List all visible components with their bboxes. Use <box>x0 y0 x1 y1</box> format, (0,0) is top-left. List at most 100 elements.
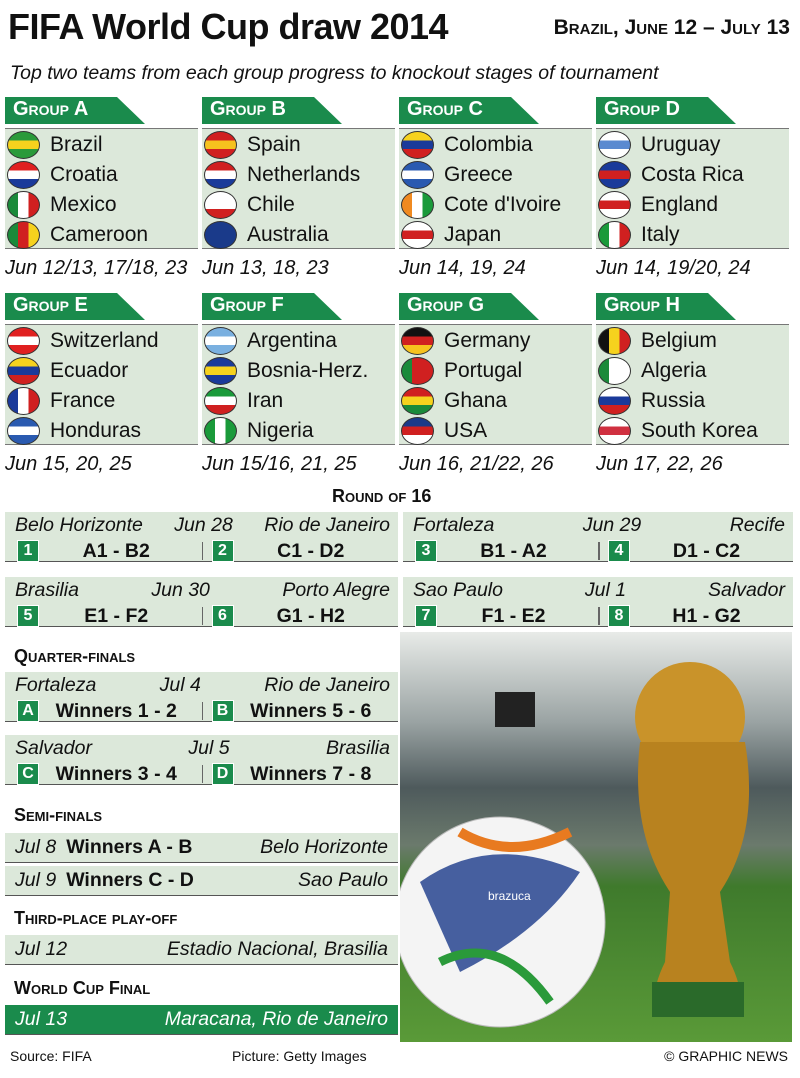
flag-icon <box>204 387 237 415</box>
match-date: Jul 12 <box>15 938 68 960</box>
flag-icon <box>204 131 237 159</box>
team-name: Russia <box>641 389 706 412</box>
scoreboard <box>495 692 535 727</box>
flag-icon <box>204 357 237 385</box>
group-header: Group C <box>399 97 539 124</box>
match-1: 7 F1 - E2 <box>415 605 590 627</box>
group-teams: Brazil Croatia Mexico Cameroon <box>5 128 198 249</box>
match-2: 6 G1 - H2 <box>211 605 389 627</box>
team-name: Argentina <box>247 329 337 352</box>
divider <box>201 765 203 783</box>
match-teams: H1 - G2 <box>672 604 741 627</box>
group-header: Group A <box>5 97 145 124</box>
match-number: D <box>211 763 234 785</box>
semi-final-row: Jul 9 Winners C - D Sao Paulo <box>5 866 398 896</box>
team-row: South Korea <box>596 416 789 446</box>
team-name: Nigeria <box>247 419 314 442</box>
match-number: 6 <box>211 605 234 627</box>
flag-icon <box>7 417 40 445</box>
ball-icon: brazuca <box>400 816 606 1028</box>
team-row: Italy <box>596 220 789 250</box>
team-name: Iran <box>247 389 284 412</box>
group-header: Group F <box>202 293 342 320</box>
match-2: B Winners 5 - 6 <box>211 699 389 722</box>
team-row: Colombia <box>399 130 592 160</box>
match-date: Jul 1 <box>584 579 627 601</box>
venue: Sao Paulo <box>298 869 388 891</box>
match-2: D Winners 7 - 8 <box>211 763 389 785</box>
team-row: Costa Rica <box>596 160 789 190</box>
flag-icon <box>204 417 237 445</box>
fixture-box: Fortaleza Jul 4 Rio de Janeiro A Winners 1 … <box>5 672 398 722</box>
group-f: Group F Argentina Bosnia-Herz. Iran Nigeria J… <box>202 293 395 476</box>
fixture-box: Salvador Jul 5 Brasilia C Winners 3 - 4 D Wi… <box>5 735 398 785</box>
source-credit: Source: FIFA <box>10 1048 92 1064</box>
fixture-box: Sao Paulo Jul 1 Salvador 7 F1 - E2 8 H1 - G2 <box>403 577 793 627</box>
match-date: Jul 8 <box>15 836 57 858</box>
team-row: Switzerland <box>5 326 198 356</box>
team-name: England <box>641 193 719 216</box>
trophy-icon <box>635 662 750 1017</box>
match-1: C Winners 3 - 4 <box>17 763 194 785</box>
flag-icon <box>401 221 434 249</box>
flag-icon <box>7 221 40 249</box>
team-row: France <box>5 386 198 416</box>
flag-icon <box>598 191 631 219</box>
team-row: Australia <box>202 220 395 250</box>
team-row: Cote d'Ivoire <box>399 190 592 220</box>
team-name: Colombia <box>444 133 533 156</box>
team-row: Iran <box>202 386 395 416</box>
group-c: Group C Colombia Greece Cote d'Ivoire Japan J… <box>399 97 592 280</box>
team-row: Russia <box>596 386 789 416</box>
match-teams: Winners A - B <box>66 836 193 858</box>
match-1: 1 A1 - B2 <box>17 540 194 562</box>
semi-final-row: Jul 8 Winners A - B Belo Horizonte <box>5 833 398 863</box>
match-teams: Winners C - D <box>66 869 194 891</box>
team-row: Chile <box>202 190 395 220</box>
venue-right: Recife <box>729 514 785 536</box>
match-number: A <box>17 700 39 722</box>
semi-finals-title: Semi-finals <box>14 805 103 825</box>
venue-right: Rio de Janeiro <box>264 674 390 696</box>
group-dates: Jun 14, 19, 24 <box>399 257 526 279</box>
team-name: Bosnia-Herz. <box>247 359 369 382</box>
venue-left: Belo Horizonte <box>15 514 143 536</box>
flag-icon <box>401 191 434 219</box>
subtitle: Top two teams from each group progress t… <box>10 62 659 84</box>
team-row: Argentina <box>202 326 395 356</box>
flag-icon <box>204 327 237 355</box>
team-row: Algeria <box>596 356 789 386</box>
venue: Maracana, Rio de Janeiro <box>164 1008 388 1030</box>
match-number: B <box>211 700 234 722</box>
third-place-row: Jul 12 Estadio Nacional, Brasilia <box>5 935 398 965</box>
flag-icon <box>7 161 40 189</box>
group-dates: Jun 12/13, 17/18, 23 <box>5 257 188 279</box>
team-name: South Korea <box>641 419 758 442</box>
divider <box>201 702 203 720</box>
team-row: Spain <box>202 130 395 160</box>
group-dates: Jun 17, 22, 26 <box>596 453 723 475</box>
group-dates: Jun 15/16, 21, 25 <box>202 453 357 475</box>
group-d: Group D Uruguay Costa Rica England Italy Jun … <box>596 97 789 280</box>
match-date: Jul 9 <box>15 869 57 891</box>
match-teams: B1 - A2 <box>480 539 547 562</box>
match-2: 2 C1 - D2 <box>211 540 389 562</box>
match-teams: Winners 5 - 6 <box>250 699 372 722</box>
venue-right: Salvador <box>708 579 785 601</box>
divider <box>598 607 600 625</box>
venue: Belo Horizonte <box>260 836 388 858</box>
match-1: A Winners 1 - 2 <box>17 700 194 722</box>
team-row: Ecuador <box>5 356 198 386</box>
team-name: Portugal <box>444 359 523 382</box>
group-teams: Spain Netherlands Chile Australia <box>202 128 395 249</box>
team-name: Uruguay <box>641 133 721 156</box>
flag-icon <box>204 191 237 219</box>
venue-right: Rio de Janeiro <box>264 514 390 536</box>
ball-brand: brazuca <box>488 889 531 903</box>
tournament-dates: Brazil, June 12 – July 13 <box>553 16 790 39</box>
fixture-info: Salvador Jul 5 Brasilia <box>15 737 390 760</box>
flag-icon <box>7 191 40 219</box>
team-name: Croatia <box>50 163 118 186</box>
match-2: 4 D1 - C2 <box>608 540 783 562</box>
match-date: Jul 13 <box>15 1008 68 1030</box>
